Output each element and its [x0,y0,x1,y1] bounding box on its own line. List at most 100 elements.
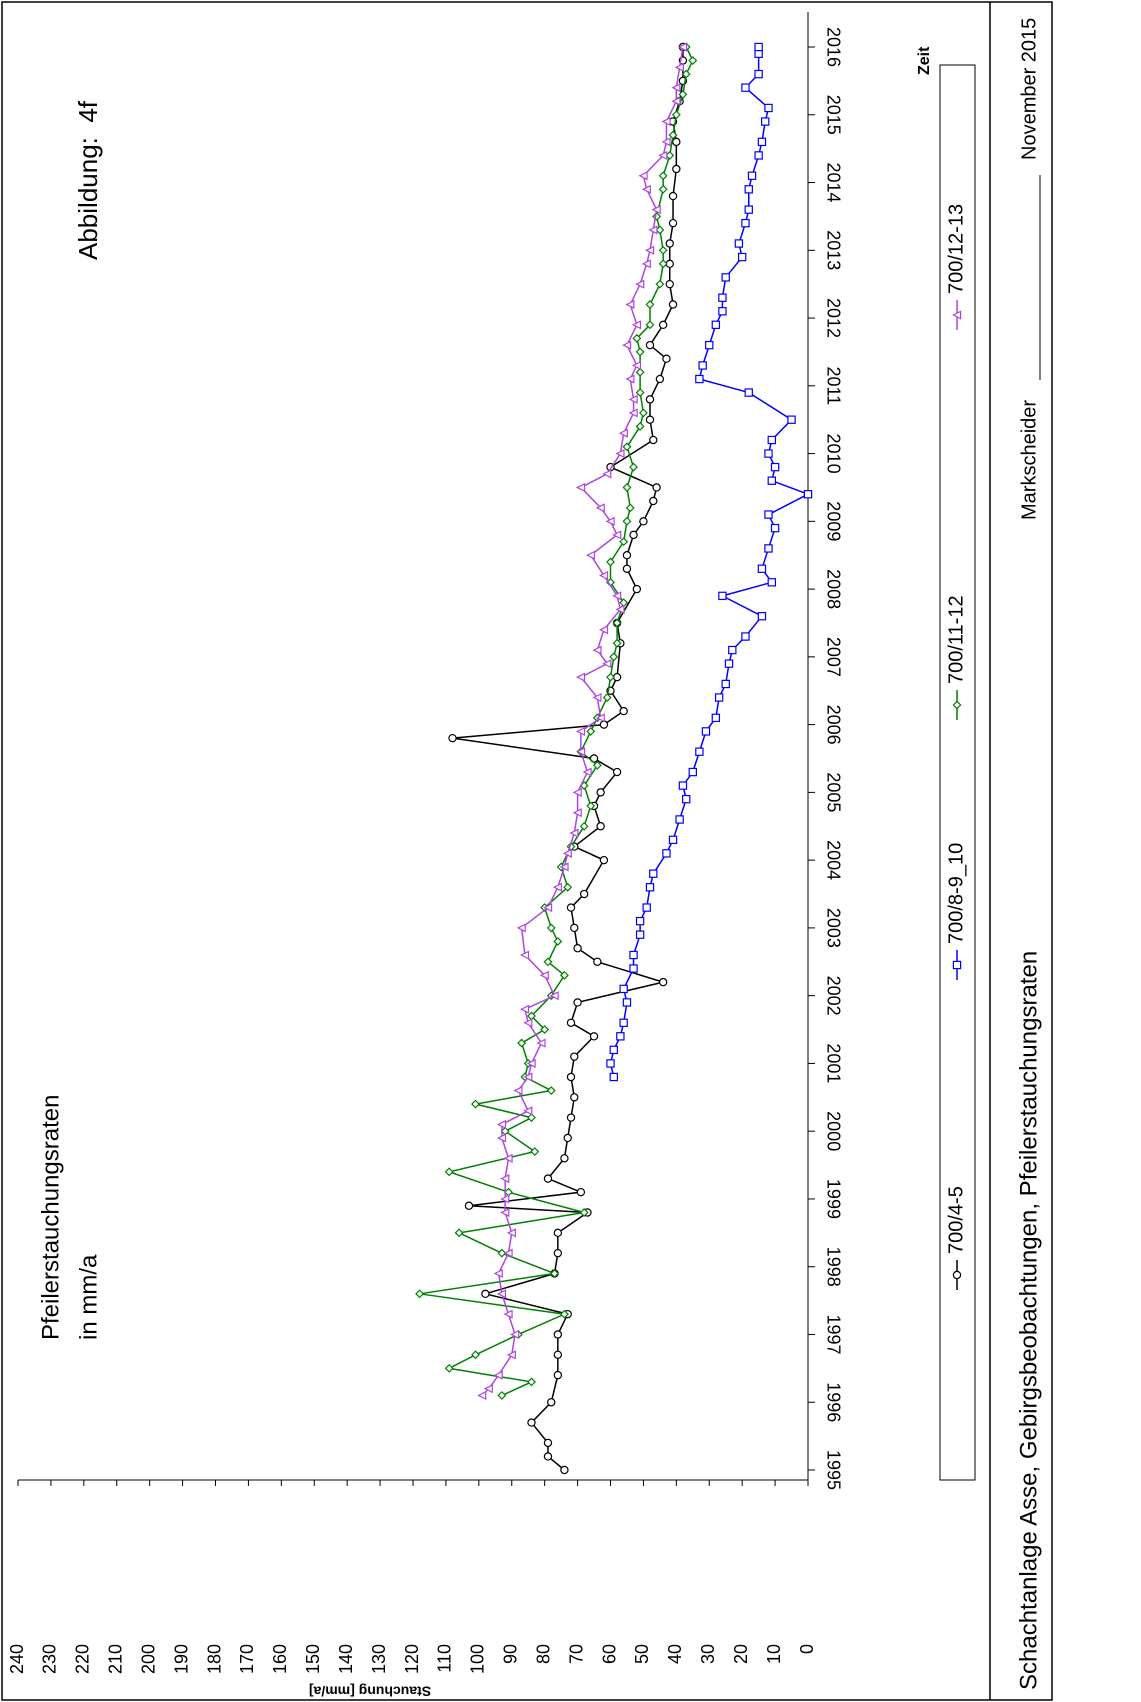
point [655,225,665,235]
point [662,354,671,363]
point [477,1390,487,1401]
point [575,672,586,682]
point [563,1133,572,1143]
point [575,482,586,493]
y-tick-label: 170 [237,1644,257,1674]
point [632,584,642,594]
footer-role: Markscheider [1018,400,1040,520]
point [559,862,569,872]
point [631,360,642,371]
point [503,1153,513,1163]
point [513,1085,523,1096]
point [530,1147,540,1156]
point [635,388,645,398]
y-tick-label: 50 [632,1644,652,1664]
point [595,503,605,513]
point [631,320,642,330]
point [734,239,744,248]
point [622,483,632,492]
point [579,1208,589,1217]
point [619,984,628,994]
point [787,415,796,424]
point [757,564,767,573]
point [496,1133,507,1143]
point [566,903,576,912]
x-tick-label: 1998 [823,1247,843,1287]
point [606,1059,615,1068]
y-tick-label: 210 [106,1644,126,1674]
point [645,245,655,255]
point [764,510,773,519]
point [540,1025,550,1034]
point [628,394,638,404]
point [612,591,622,601]
point [493,1268,503,1279]
point [658,184,668,194]
point [665,239,674,248]
point [546,1086,556,1095]
series-line [452,47,684,1471]
point [606,672,615,682]
point [757,612,767,621]
point [592,692,602,703]
point [803,490,813,499]
y-tick-label: 60 [599,1644,619,1664]
point [496,1289,507,1299]
point [635,916,645,926]
x-tick-label: 2013 [823,230,843,270]
point [678,781,688,790]
point [592,645,602,655]
point [572,787,582,797]
point [754,42,763,52]
point [625,299,635,310]
point [527,1113,536,1123]
point [602,469,612,479]
point [625,503,635,513]
point [658,245,668,255]
point [764,449,773,458]
point [569,828,579,838]
point [714,693,724,702]
rotated-page: Pfeilerstauchungsraten in mm/a Abbildung… [1,1,1053,1701]
point [589,1032,599,1041]
point [622,998,632,1007]
point [448,733,457,743]
point [649,435,658,445]
point [500,1194,510,1204]
point [622,551,632,560]
point [635,367,645,377]
point [619,1018,628,1027]
point [767,578,776,587]
point [671,83,681,93]
point [566,1113,576,1122]
y-tick-label: 90 [501,1644,521,1664]
point [573,998,582,1007]
point [582,767,592,777]
point [596,788,605,797]
point [559,970,569,980]
point [645,340,655,350]
point [668,130,678,140]
point [562,848,572,858]
point [648,225,658,235]
point [658,320,668,330]
point [609,1045,618,1055]
point [675,815,684,824]
point [629,950,638,960]
point [543,1174,553,1183]
legend-label: 700/12-13 [945,204,967,294]
point [599,855,609,865]
x-tick-label: 2015 [823,95,843,135]
point [645,320,655,330]
point [609,1072,618,1082]
x-tick-label: 1995 [823,1450,843,1490]
point [638,408,648,418]
point [612,638,622,648]
point [550,1269,559,1278]
point [639,517,648,526]
point [527,1011,536,1021]
point [523,1106,533,1116]
point [649,496,658,506]
